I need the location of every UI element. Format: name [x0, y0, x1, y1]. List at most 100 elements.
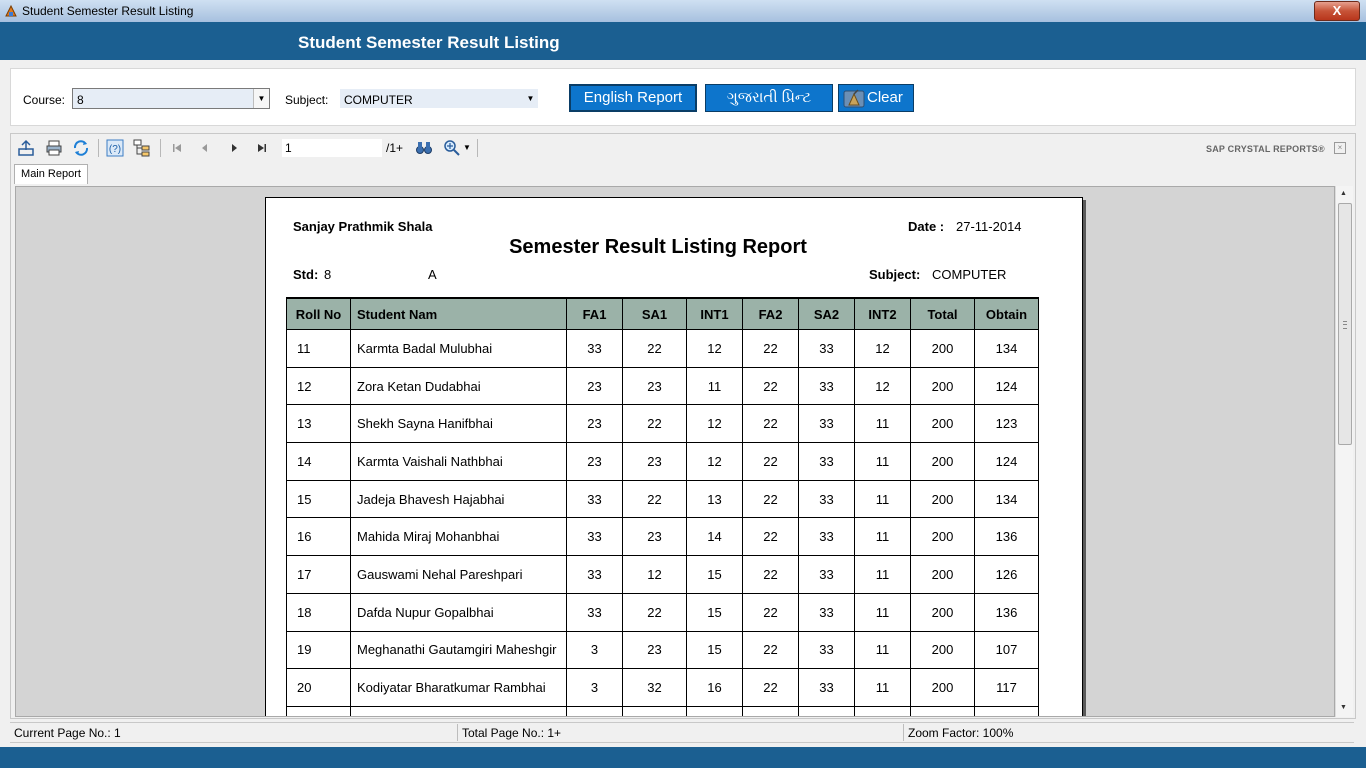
column-header: SA1	[622, 297, 687, 330]
course-select[interactable]: 8 ▼	[72, 88, 270, 109]
page-total: /1+	[386, 141, 404, 155]
table-cell: 12	[686, 404, 743, 444]
help-icon[interactable]: (?)	[106, 139, 124, 157]
gujarati-print-button[interactable]: ગુજરાતી પ્રિન્ટ	[705, 84, 833, 112]
table-cell: Zora Ketan Dudabhai	[350, 366, 567, 406]
scroll-down-icon[interactable]: ▼	[1340, 704, 1347, 711]
table-cell: 11	[854, 479, 911, 519]
print-icon[interactable]	[45, 139, 63, 157]
table-row: 13 Shekh Sayna Hanifbhai 23 22 12 22 33 11 200 12…	[286, 404, 1039, 444]
table-cell: 136	[974, 517, 1039, 557]
course-value: 8	[77, 93, 84, 107]
table-cell: 13	[286, 404, 351, 444]
table-cell: Mahida Miraj Mohanbhai	[350, 517, 567, 557]
report-viewer: (?) 1 /1+	[10, 133, 1356, 719]
total-page-status: Total Page No.: 1+	[462, 726, 562, 740]
table-row: 12 Zora Ketan Dudabhai 23 23 11 22 33 12 200 124	[286, 366, 1039, 406]
std-value: 8	[324, 267, 332, 282]
table-cell: 23	[566, 442, 623, 481]
table-cell: 117	[974, 668, 1039, 707]
table-cell	[686, 705, 743, 716]
table-cell: 15	[686, 630, 743, 670]
table-cell: 13	[686, 479, 743, 519]
report-page: Sanjay Prathmik Shala Date : 27-11-2014 …	[265, 197, 1083, 716]
table-cell: 33	[798, 630, 855, 670]
chevron-down-icon[interactable]: ▼	[523, 89, 538, 108]
previous-page-icon[interactable]	[196, 139, 214, 157]
clear-button[interactable]: Clear	[838, 84, 914, 112]
table-cell: 19	[286, 630, 351, 670]
table-cell: 11	[854, 555, 911, 594]
status-separator	[903, 724, 904, 741]
table-cell: 136	[974, 592, 1039, 632]
close-icon[interactable]: ×	[1334, 142, 1346, 154]
table-cell: 22	[622, 479, 687, 519]
window-close-button[interactable]: X	[1314, 1, 1360, 21]
tab-main-report[interactable]: Main Report	[14, 164, 88, 184]
refresh-icon[interactable]	[72, 139, 90, 157]
table-row: 11 Karmta Badal Mulubhai 33 22 12 22 33 12 200 13…	[286, 329, 1039, 368]
table-cell: 22	[742, 404, 799, 444]
date-label: Date :	[908, 219, 945, 234]
table-cell: 14	[686, 517, 743, 557]
vertical-scrollbar[interactable]: ▲ ▼	[1335, 186, 1353, 717]
table-cell: Jadeja Bhavesh Hajabhai	[350, 479, 567, 519]
table-cell: Meghanathi Gautamgiri Maheshgir	[350, 630, 567, 670]
table-cell: 200	[910, 479, 975, 519]
date-value: 27-11-2014	[956, 219, 1022, 234]
zoom-icon[interactable]	[443, 139, 461, 157]
table-cell: 11	[854, 592, 911, 632]
table-cell: 16	[686, 668, 743, 707]
table-cell: 32	[622, 668, 687, 707]
table-cell: 22	[742, 592, 799, 632]
table-cell: 20	[286, 668, 351, 707]
table-cell: 12	[686, 329, 743, 368]
table-cell: 200	[910, 517, 975, 557]
scrollbar-thumb[interactable]	[1338, 203, 1352, 445]
table-cell: 33	[798, 592, 855, 632]
chevron-down-icon[interactable]: ▼	[463, 143, 471, 152]
binoculars-icon[interactable]	[415, 139, 433, 157]
table-cell: Shekh Sayna Hanifbhai	[350, 404, 567, 444]
export-icon[interactable]	[17, 139, 35, 157]
last-page-icon[interactable]	[253, 139, 271, 157]
english-report-button[interactable]: English Report	[569, 84, 697, 112]
table-cell: 22	[742, 630, 799, 670]
scroll-up-icon[interactable]: ▲	[1340, 190, 1347, 197]
first-page-icon[interactable]	[168, 139, 186, 157]
table-cell: 3	[566, 668, 623, 707]
next-page-icon[interactable]	[225, 139, 243, 157]
chevron-down-icon[interactable]: ▼	[253, 89, 269, 108]
table-cell: 23	[622, 517, 687, 557]
table-cell: 12	[686, 442, 743, 481]
table-cell: 126	[974, 555, 1039, 594]
table-cell: 33	[798, 329, 855, 368]
table-cell: 200	[910, 366, 975, 406]
table-cell: 22	[622, 404, 687, 444]
page-number-input[interactable]: 1	[282, 139, 382, 157]
table-cell: 200	[910, 668, 975, 707]
table-cell: 134	[974, 479, 1039, 519]
school-name: Sanjay Prathmik Shala	[293, 219, 433, 234]
table-row	[286, 705, 1039, 716]
table-cell: Kodiyatar Bharatkumar Rambhai	[350, 668, 567, 707]
table-cell: 11	[854, 668, 911, 707]
table-cell: 200	[910, 442, 975, 481]
toolbar-separator	[160, 139, 161, 157]
table-cell: 23	[566, 366, 623, 406]
subject-select[interactable]: COMPUTER ▼	[340, 89, 538, 108]
table-cell: 15	[686, 592, 743, 632]
table-cell: Gauswami Nehal Pareshpari	[350, 555, 567, 594]
filter-panel: Course: 8 ▼ Subject: COMPUTER ▼ English …	[10, 68, 1356, 126]
table-cell: 22	[622, 329, 687, 368]
division-value: A	[428, 267, 437, 282]
table-row: 15 Jadeja Bhavesh Hajabhai 33 22 13 22 33 11 200…	[286, 479, 1039, 519]
table-cell	[742, 705, 799, 716]
table-row: 17 Gauswami Nehal Pareshpari 33 12 15 22 33 11 2…	[286, 555, 1039, 594]
table-row: 16 Mahida Miraj Mohanbhai 33 23 14 22 33 11 200 1…	[286, 517, 1039, 557]
app-icon	[5, 4, 17, 17]
group-tree-icon[interactable]	[133, 139, 151, 157]
status-separator	[457, 724, 458, 741]
column-header: INT2	[854, 297, 911, 330]
table-cell: 200	[910, 555, 975, 594]
